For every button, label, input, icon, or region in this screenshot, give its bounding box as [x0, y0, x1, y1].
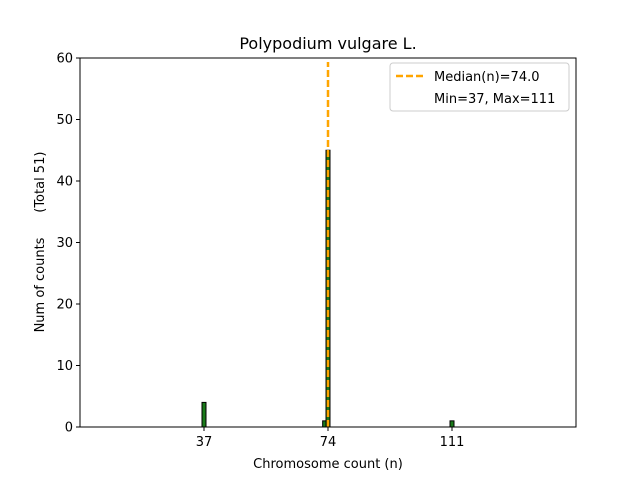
x-tick-label: 37: [196, 435, 213, 450]
y-tick-label: 60: [56, 52, 73, 67]
bar: [201, 401, 207, 428]
y-axis-label: Num of counts (Total 51): [33, 152, 48, 333]
x-axis-ticks: 37 74 111: [196, 427, 465, 450]
y-tick-label: 20: [56, 298, 73, 313]
x-tick-label: 74: [320, 435, 337, 450]
y-tick-label: 10: [56, 359, 73, 374]
y-tick-label: 50: [56, 113, 73, 128]
bar: [449, 420, 455, 428]
chart-title: Polypodium vulgare L.: [239, 34, 416, 53]
x-tick-label: 111: [440, 435, 465, 450]
y-tick-label: 0: [65, 421, 73, 436]
legend-median-label: Median(n)=74.0: [434, 70, 540, 85]
y-tick-label: 40: [56, 175, 73, 190]
legend-range-label: Min=37, Max=111: [434, 92, 555, 107]
x-axis-label: Chromosome count (n): [253, 457, 403, 472]
y-tick-label: 30: [56, 236, 73, 251]
legend-box: [389, 62, 570, 112]
y-axis-ticks: 0 10 20 30 40 50 60: [56, 52, 80, 436]
legend: Median(n)=74.0 Min=37, Max=111: [389, 62, 570, 112]
